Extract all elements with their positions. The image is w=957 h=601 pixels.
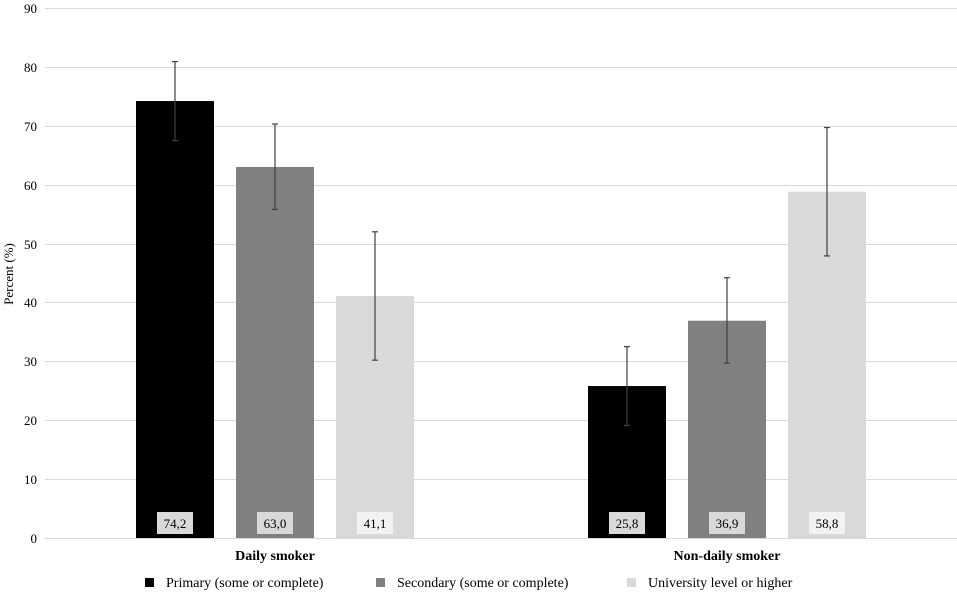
y-tick-label: 30 — [24, 354, 37, 369]
data-label-3-1: 41,1 — [357, 512, 393, 534]
legend-swatch — [627, 578, 636, 587]
svg-text:74,2: 74,2 — [164, 516, 187, 531]
legend-item-1: Primary (some or complete) — [145, 576, 324, 591]
svg-text:25,8: 25,8 — [616, 516, 639, 531]
y-tick-label: 10 — [24, 472, 37, 487]
data-label-2-1: 63,0 — [257, 512, 293, 534]
y-tick-label: 20 — [24, 413, 37, 428]
data-label-1-2: 25,8 — [609, 512, 645, 534]
y-tick-label: 80 — [24, 60, 37, 75]
y-tick-label: 70 — [24, 119, 37, 134]
y-tick-label: 0 — [31, 531, 38, 546]
y-tick-label: 50 — [24, 237, 37, 252]
error-bar-1-2 — [624, 346, 630, 427]
bars — [136, 101, 866, 539]
error-bar-2-2 — [724, 277, 730, 364]
data-label-3-2: 58,8 — [809, 512, 845, 534]
y-tick-labels: 0 10 20 30 40 50 60 70 80 90 — [24, 1, 37, 546]
legend-label: University level or higher — [648, 576, 793, 591]
data-labels: 74,2 25,8 63,0 36,9 41,1 58,8 — [157, 512, 845, 534]
bar-1-1 — [136, 101, 214, 539]
category-labels: Daily smoker Non-daily smoker — [235, 549, 780, 564]
svg-text:63,0: 63,0 — [264, 516, 287, 531]
y-tick-label: 40 — [24, 295, 37, 310]
error-bar-2-1 — [272, 123, 278, 210]
y-axis-label: Percent (%) — [1, 243, 16, 305]
legend: Primary (some or complete) Secondary (som… — [145, 576, 793, 591]
y-tick-label: 60 — [24, 178, 37, 193]
error-bar-3-2 — [824, 126, 830, 257]
data-label-2-2: 36,9 — [709, 512, 745, 534]
error-bars — [172, 60, 830, 427]
svg-text:58,8: 58,8 — [816, 516, 839, 531]
data-label-1-1: 74,2 — [157, 512, 193, 534]
legend-label: Secondary (some or complete) — [397, 576, 569, 591]
bar-2-1 — [236, 167, 314, 538]
category-label: Non-daily smoker — [674, 549, 781, 564]
error-bar-1-1 — [172, 60, 178, 142]
svg-text:36,9: 36,9 — [716, 516, 739, 531]
category-label: Daily smoker — [235, 549, 315, 564]
y-tick-label: 90 — [24, 1, 37, 16]
legend-swatch — [376, 578, 385, 587]
error-bar-3-1 — [372, 231, 378, 361]
svg-text:41,1: 41,1 — [364, 516, 387, 531]
legend-item-3: University level or higher — [627, 576, 793, 591]
legend-item-2: Secondary (some or complete) — [376, 576, 569, 591]
legend-swatch — [145, 578, 154, 587]
legend-label: Primary (some or complete) — [166, 576, 324, 591]
